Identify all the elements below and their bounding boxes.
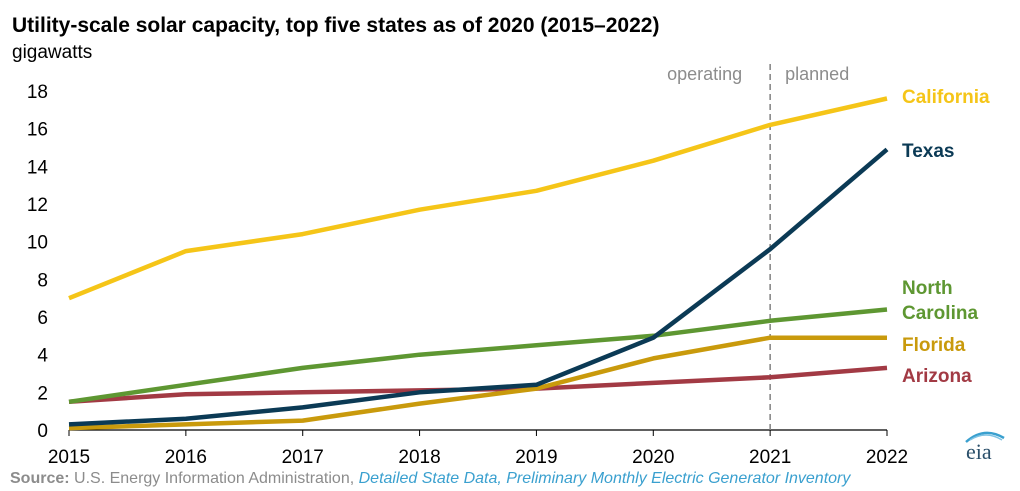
eia-logo: eia bbox=[965, 431, 1005, 462]
x-tick-label: 2018 bbox=[398, 447, 440, 468]
x-tick-label: 2019 bbox=[515, 447, 557, 468]
source-text: U.S. Energy Information Administration, bbox=[74, 470, 355, 487]
y-tick-label: 4 bbox=[37, 346, 48, 367]
region-label-operating: operating bbox=[667, 64, 742, 84]
y-tick-label: 18 bbox=[27, 82, 48, 103]
y-tick-label: 8 bbox=[37, 270, 48, 291]
series-line-california bbox=[68, 96, 888, 301]
x-tick-label: 2016 bbox=[165, 447, 207, 468]
chart-axes: 0 2 4 6 8 10 12 14 16 18 2015 2016 2017 2018 2019 2020 2… bbox=[27, 82, 908, 468]
source-link[interactable]: Detailed State Data, Preliminary Monthly… bbox=[358, 470, 851, 487]
chart-title: Utility-scale solar capacity, top five s… bbox=[12, 14, 660, 37]
y-tick-label: 2 bbox=[37, 383, 48, 404]
series-lines bbox=[68, 96, 889, 431]
series-label-california: California bbox=[902, 87, 990, 108]
y-tick-label: 12 bbox=[27, 195, 48, 216]
x-tick-label: 2020 bbox=[632, 447, 674, 468]
series-labels: California Texas North Carolina Florida Arizo… bbox=[902, 87, 990, 387]
x-tick-label: 2022 bbox=[866, 447, 908, 468]
series-line-florida bbox=[68, 335, 887, 431]
series-label-arizona: Arizona bbox=[902, 366, 972, 387]
y-tick-label: 10 bbox=[27, 233, 48, 254]
x-tick-label: 2017 bbox=[282, 447, 324, 468]
y-axis-units: gigawatts bbox=[12, 42, 93, 63]
series-line-texas bbox=[68, 147, 889, 427]
y-tick-label: 6 bbox=[37, 308, 48, 329]
series-line-north-carolina bbox=[68, 307, 888, 405]
series-label-florida: Florida bbox=[902, 335, 966, 356]
series-label-north-carolina: North Carolina bbox=[902, 278, 978, 324]
series-label-texas: Texas bbox=[902, 141, 954, 162]
y-tick-label: 0 bbox=[37, 421, 48, 442]
x-tick-label: 2021 bbox=[749, 447, 791, 468]
y-tick-label: 16 bbox=[27, 120, 48, 141]
source-note: Source: U.S. Energy Information Administ… bbox=[10, 470, 850, 488]
region-label-planned: planned bbox=[785, 64, 849, 84]
eia-logo-text: eia bbox=[966, 439, 992, 462]
source-prefix: Source: bbox=[10, 470, 70, 487]
y-tick-label: 14 bbox=[27, 157, 49, 178]
x-tick-label: 2015 bbox=[48, 447, 90, 468]
